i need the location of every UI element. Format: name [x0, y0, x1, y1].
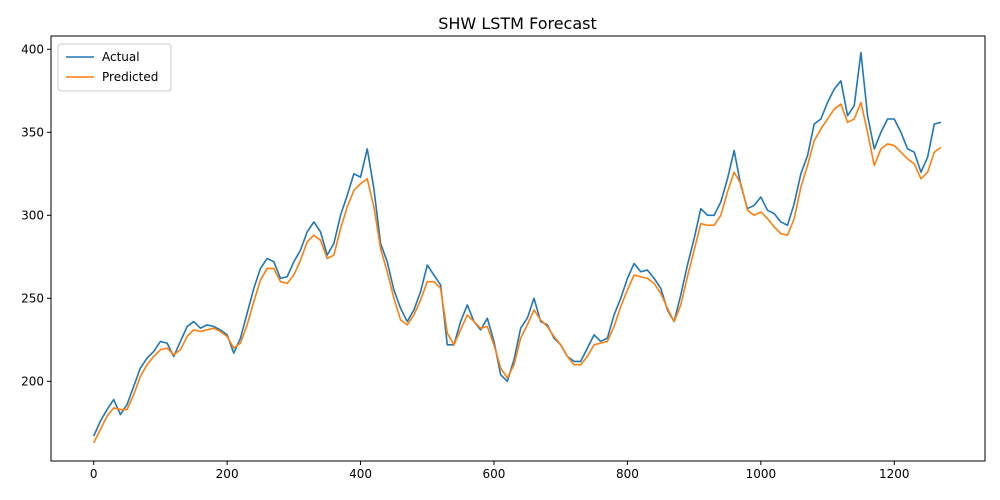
legend-box — [57, 43, 172, 92]
x-tick-label: 200 — [216, 467, 239, 481]
plot-frame — [50, 35, 986, 462]
series-line-actual — [92, 51, 942, 437]
y-tick-label: 200 — [21, 374, 44, 388]
y-tick-label: 250 — [21, 291, 44, 305]
x-tick-label: 600 — [483, 467, 506, 481]
legend-label-predicted: Predicted — [102, 70, 158, 84]
x-tick-label: 400 — [349, 467, 372, 481]
series-line-predicted — [92, 101, 942, 444]
series-layer — [92, 51, 942, 444]
x-tick-label: 1200 — [879, 467, 910, 481]
x-tick-label: 0 — [90, 467, 98, 481]
x-axis: 0 200 400 600 800 1000 1200 — [90, 461, 910, 481]
y-tick-label: 400 — [21, 42, 44, 56]
y-tick-label: 300 — [21, 208, 44, 222]
x-tick-label: 1000 — [746, 467, 777, 481]
legend-label-actual: Actual — [102, 50, 140, 64]
x-tick-label: 800 — [616, 467, 639, 481]
legend: Actual Predicted — [57, 43, 172, 92]
y-tick-label: 350 — [21, 125, 44, 139]
y-axis: 200 250 300 350 400 — [21, 42, 51, 388]
plot-area — [50, 35, 986, 462]
chart-title: SHW LSTM Forecast — [438, 14, 597, 33]
